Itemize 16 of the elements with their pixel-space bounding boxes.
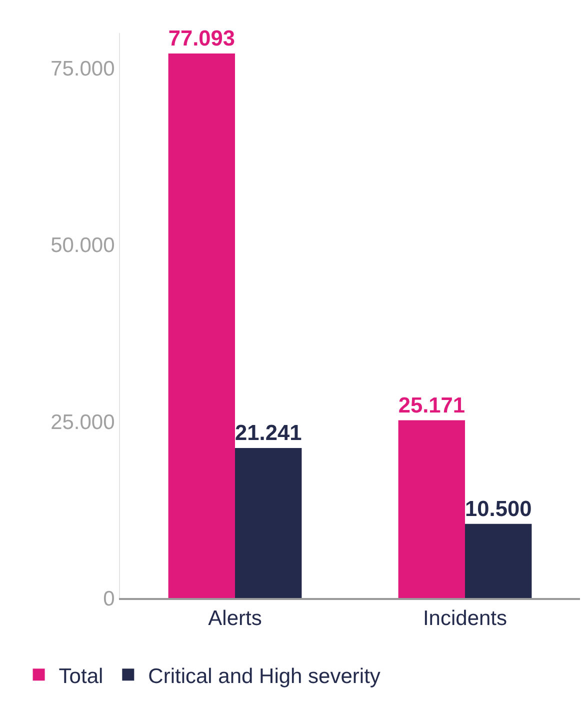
bar [235,448,302,598]
legend-label: Total [58,664,104,688]
data-label: 25.171 [398,392,465,418]
legend-label: Critical and High severity [148,664,381,688]
y-tick-label: 75.000 [50,58,115,81]
data-label: 21.241 [235,420,302,446]
y-tick-label: 0 [103,587,115,610]
data-label: 10.500 [465,496,532,521]
y-tick-label: 25.000 [50,410,115,434]
bar [465,524,532,598]
x-tick-label: Incidents [422,606,508,630]
y-tick-label: 50.000 [50,234,115,258]
bar [168,54,235,598]
bar [398,420,465,598]
data-label: 77.093 [168,26,235,51]
x-tick-label: Alerts [208,606,262,630]
